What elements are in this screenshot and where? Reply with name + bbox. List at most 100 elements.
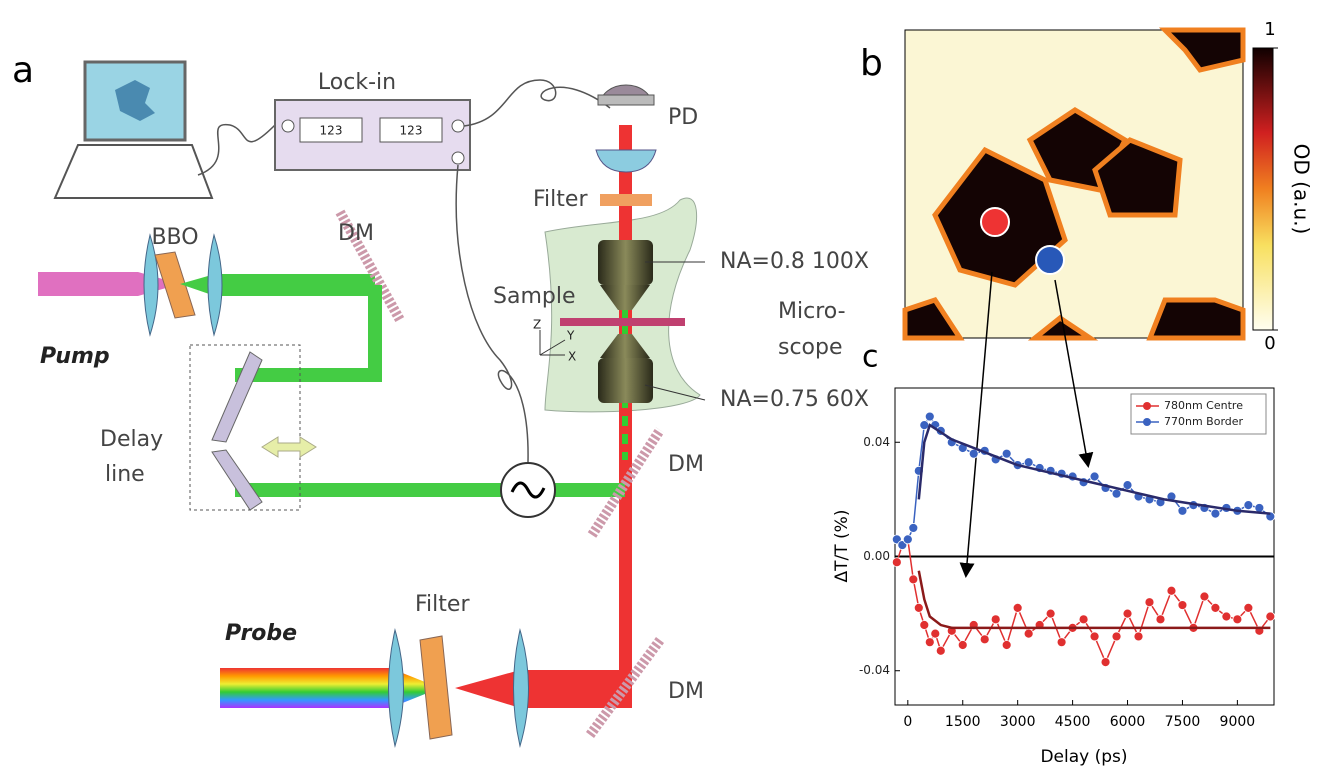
point: [990, 614, 1001, 625]
label: NA=0.8 100X: [720, 249, 869, 274]
label: X: [568, 350, 576, 364]
y-tick-label: 0.04: [863, 435, 890, 449]
label: Filter: [533, 187, 588, 212]
label: scope: [778, 335, 843, 360]
legend-label: 780nm Centre: [1164, 399, 1243, 412]
colorbar: [1252, 47, 1274, 331]
point: [935, 645, 946, 656]
label: 123: [400, 124, 423, 138]
legend-label: 770nm Border: [1164, 415, 1244, 428]
fit-line: [917, 570, 1271, 630]
x-tick-label: 7500: [1165, 714, 1201, 730]
x-tick-label: 6000: [1110, 714, 1146, 730]
lens: [388, 629, 404, 747]
point: [1155, 614, 1166, 625]
label: Probe: [225, 621, 297, 646]
plot-frame: [894, 387, 1275, 706]
point: [924, 411, 935, 422]
arrow: [959, 271, 993, 578]
knob: [451, 119, 465, 133]
point: [1089, 631, 1100, 642]
arrow: [261, 436, 317, 458]
point: [1111, 631, 1122, 642]
point: [1265, 611, 1276, 622]
point: [1144, 597, 1155, 608]
laptop-base: [53, 144, 214, 199]
label: DM: [668, 679, 704, 704]
colorbar-tick-label: 0: [1264, 333, 1275, 354]
point: [1199, 591, 1210, 602]
delay-box: [189, 344, 301, 511]
cable: [463, 79, 611, 127]
point: [1243, 500, 1254, 510]
point: [908, 523, 919, 533]
objective: [598, 358, 653, 403]
dichroic-mirror: [335, 209, 405, 323]
point: [1122, 608, 1133, 619]
series-line: [896, 537, 1271, 665]
dichroic-mirror: [587, 427, 665, 538]
knob: [281, 119, 295, 133]
point: [1012, 603, 1023, 613]
objective: [600, 285, 650, 310]
laptop-icon: [115, 80, 155, 121]
point: [1221, 611, 1232, 622]
probe-beam: [455, 670, 632, 708]
x-tick-label: 1500: [945, 714, 981, 730]
x-tick-label: 3000: [1000, 714, 1036, 730]
objective: [600, 334, 650, 358]
probe-beam: [619, 125, 632, 705]
point: [1232, 614, 1243, 625]
colorbar-label: OD (a.u.): [1290, 144, 1314, 235]
marker: [980, 207, 1010, 237]
arrow: [1054, 279, 1094, 468]
label: Pump: [40, 344, 110, 369]
panel-label: c: [862, 340, 879, 375]
objective: [598, 240, 653, 285]
sample: [560, 318, 685, 326]
x-axis-label: Delay (ps): [1040, 747, 1127, 767]
display: [299, 117, 363, 143]
bbo-crystal: [154, 251, 196, 319]
point: [902, 534, 913, 545]
point: [1166, 585, 1177, 596]
label: Y: [566, 329, 575, 343]
point: [913, 603, 924, 613]
filter: [419, 635, 453, 740]
point: [1177, 505, 1188, 516]
cable: [197, 123, 276, 176]
pump-beam: [180, 274, 375, 296]
point: [1177, 600, 1188, 610]
point: [924, 637, 935, 648]
label: DM: [668, 452, 704, 477]
y-tick-label: 0.00: [863, 549, 890, 563]
point: [1254, 503, 1265, 513]
point: [1023, 457, 1034, 468]
legend-marker: [1143, 418, 1151, 426]
lens: [595, 149, 657, 173]
point: [919, 420, 930, 431]
label: Sample: [493, 284, 576, 309]
chopper: [510, 481, 546, 499]
lens: [143, 233, 159, 337]
label: BBO: [151, 225, 198, 250]
axes-icon: [539, 330, 566, 356]
point: [1078, 614, 1089, 625]
label: PD: [668, 105, 698, 130]
fit-line: [917, 423, 1271, 515]
label: Micro-: [778, 299, 846, 324]
legend-marker: [1143, 402, 1151, 410]
point: [1100, 657, 1111, 668]
label: Delay: [100, 427, 163, 452]
x-tick-label: 9000: [1220, 714, 1256, 730]
point: [979, 634, 990, 645]
colorbar-tick-label: 1: [1264, 19, 1275, 40]
point: [1089, 471, 1100, 482]
point: [1122, 480, 1133, 490]
label: Lock-in: [318, 70, 396, 95]
knob: [451, 151, 465, 165]
delay-mirror: [211, 351, 263, 511]
pump-beam: [38, 272, 138, 296]
lens: [207, 233, 223, 337]
